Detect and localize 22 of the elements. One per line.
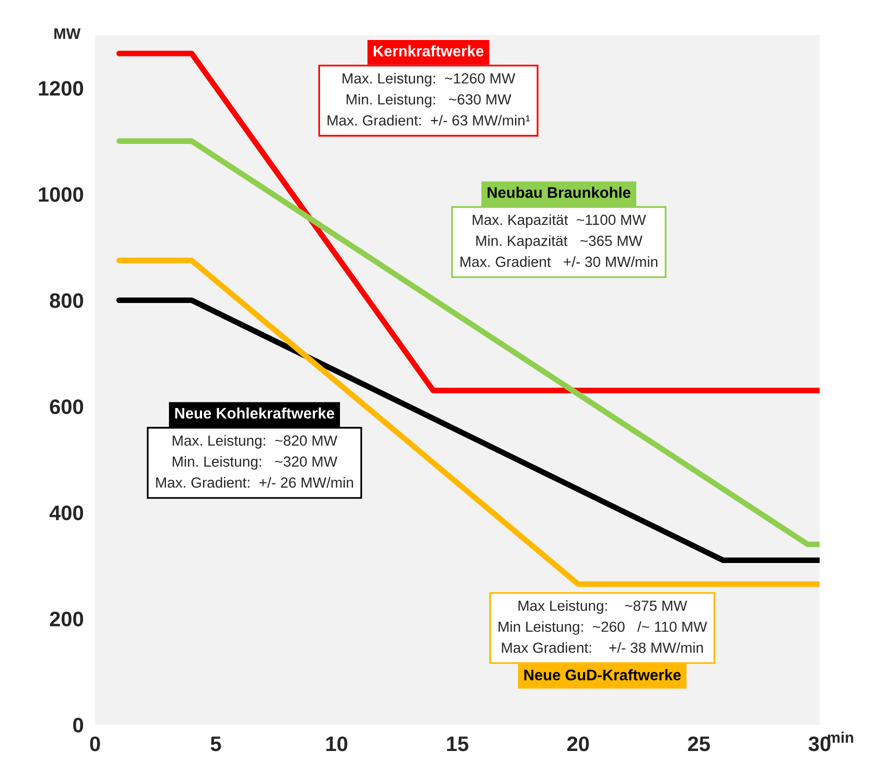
y-tick-label: 0 (73, 718, 84, 733)
y-tick-label: 200 (50, 612, 84, 626)
y-axis-title: MW (54, 28, 81, 39)
text: Kernkraftwerke (374, 45, 484, 56)
annotation: Max. Kapazität ~1100 MW Min. Kapazität ~365 MW Max. Gradient +/- 30 MW/min (460, 214, 658, 267)
text: Neue GuD-Kraftwerke (524, 669, 681, 680)
y-tick-label: 600 (50, 399, 84, 414)
x-tick-label: 10 (326, 736, 348, 752)
text: Neubau Braunkohle (488, 186, 630, 198)
text: Neue Kohlekraftwerke (175, 407, 334, 419)
y-tick-label: 1000 (38, 187, 84, 202)
y-tick-label: 800 (50, 293, 84, 308)
x-tick-label: 20 (567, 736, 589, 752)
annotation: Max Leistung: ~875 MW Min Leistung: ~260 /~ 110 MW Max Gradient: +/- 38 MW/min (498, 600, 708, 653)
x-tick-label: 25 (688, 736, 710, 752)
annotation: Max. Leistung: ~820 MW Min. Leistung: ~320 MW Max. Gradient: +/- 26 MW/min (156, 435, 354, 488)
x-tick-label: 5 (210, 736, 222, 752)
x-tick-label: 15 (447, 736, 468, 752)
x-tick-label: 0 (90, 736, 100, 752)
y-tick-label: 400 (49, 506, 84, 520)
y-tick-label: 1200 (38, 80, 84, 96)
annotation: Max. Leistung: ~1260 MW Min. Leistung: ~630 MW Max. Gradient: +/- 63 MW/min¹ (328, 72, 530, 126)
